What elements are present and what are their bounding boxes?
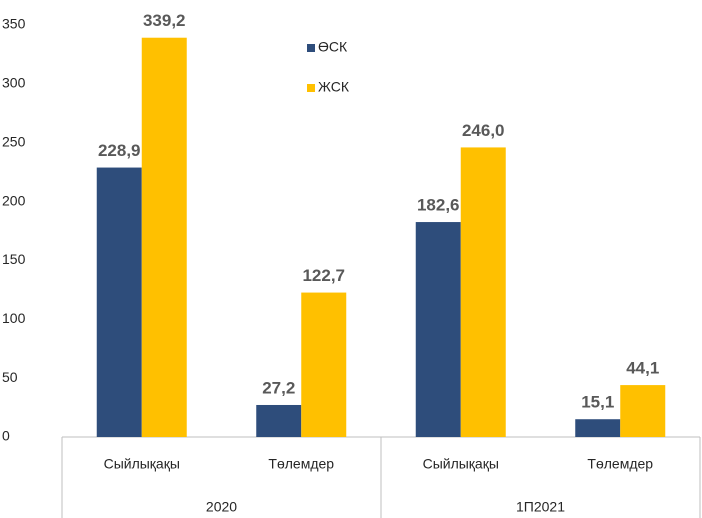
bar [141,37,187,438]
group-label: 2020 [206,499,237,515]
y-tick-label: 200 [2,192,26,208]
bar [620,385,666,437]
data-label: 122,7 [302,266,345,285]
y-tick-label: 0 [2,428,10,444]
bar [96,167,142,437]
bar [301,292,347,437]
y-tick-label: 50 [2,369,18,385]
bar [575,419,621,437]
x-tick-label: Сыйлықақы [423,456,499,472]
data-label: 246,0 [462,121,505,140]
legend-swatch [307,84,315,92]
y-tick-label: 100 [2,310,26,326]
legend-label: ЖСК [318,79,350,95]
data-label: 27,2 [262,378,295,397]
data-label: 228,9 [98,141,141,160]
data-label: 44,1 [626,359,659,378]
bar [256,404,302,437]
group-label: 1П2021 [516,499,565,515]
y-tick-label: 350 [2,16,26,32]
legend-swatch [307,44,315,52]
y-tick-label: 250 [2,133,26,149]
x-tick-label: Төлемдер [587,456,653,472]
bar [415,222,461,437]
y-tick-label: 150 [2,251,26,267]
bar [460,147,506,437]
data-label: 15,1 [581,393,614,412]
legend-label: ӨСК [318,39,348,55]
x-tick-label: Сыйлықақы [104,456,180,472]
data-label: 182,6 [417,196,460,215]
x-tick-label: Төлемдер [268,456,334,472]
data-label: 339,2 [143,11,186,30]
y-tick-label: 300 [2,75,26,91]
